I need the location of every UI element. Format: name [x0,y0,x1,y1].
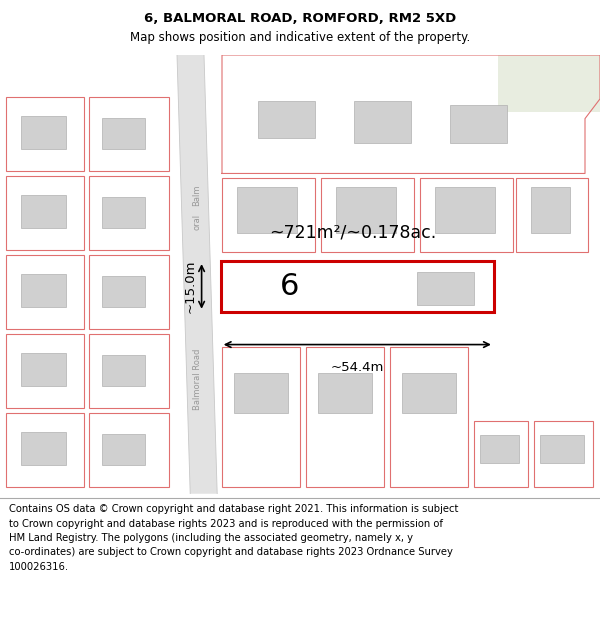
Text: oral: oral [193,214,202,230]
Text: Contains OS data © Crown copyright and database right 2021. This information is : Contains OS data © Crown copyright and d… [9,504,458,572]
Bar [474,421,528,487]
Bar [21,116,66,149]
Bar [21,432,66,465]
Bar [234,373,288,413]
Bar [531,187,570,232]
Bar [21,274,66,308]
Polygon shape [177,55,217,494]
Bar [102,276,145,308]
Bar [89,334,169,408]
Bar [318,373,372,413]
Text: ~54.4m: ~54.4m [331,361,384,374]
Bar [6,176,84,250]
Bar [390,347,468,487]
Bar [534,421,593,487]
Text: ~15.0m: ~15.0m [184,260,197,313]
Text: Balmoral Road: Balmoral Road [193,349,203,411]
Bar [321,178,414,252]
Bar [222,178,315,252]
Bar [102,118,145,149]
Bar [89,97,169,171]
Bar [402,373,456,413]
Bar [89,254,169,329]
Bar [222,347,300,487]
Polygon shape [222,55,600,174]
Text: Map shows position and indicative extent of the property.: Map shows position and indicative extent… [130,31,470,44]
Bar [21,353,66,386]
Bar [6,97,84,171]
Bar [516,178,588,252]
Bar [306,347,384,487]
Bar [498,55,600,112]
Text: ~721m²/~0.178ac.: ~721m²/~0.178ac. [269,224,436,242]
Bar [21,196,66,228]
Bar [6,334,84,408]
Bar [354,101,411,142]
Text: 6: 6 [280,272,299,301]
Bar [480,434,519,463]
Text: Balm: Balm [193,184,202,206]
Bar [420,178,513,252]
Bar [221,261,494,312]
Bar [450,106,507,142]
Bar [89,412,169,487]
Bar [6,412,84,487]
Bar [102,354,145,386]
Bar [89,176,169,250]
Bar [221,261,494,312]
Bar [336,187,396,232]
Bar [102,197,145,228]
Bar [417,272,474,305]
Bar [540,434,584,463]
Bar [435,187,495,232]
Text: 6, BALMORAL ROAD, ROMFORD, RM2 5XD: 6, BALMORAL ROAD, ROMFORD, RM2 5XD [144,12,456,25]
Bar [102,434,145,465]
Bar [6,254,84,329]
Bar [237,187,297,232]
Bar [258,101,315,138]
